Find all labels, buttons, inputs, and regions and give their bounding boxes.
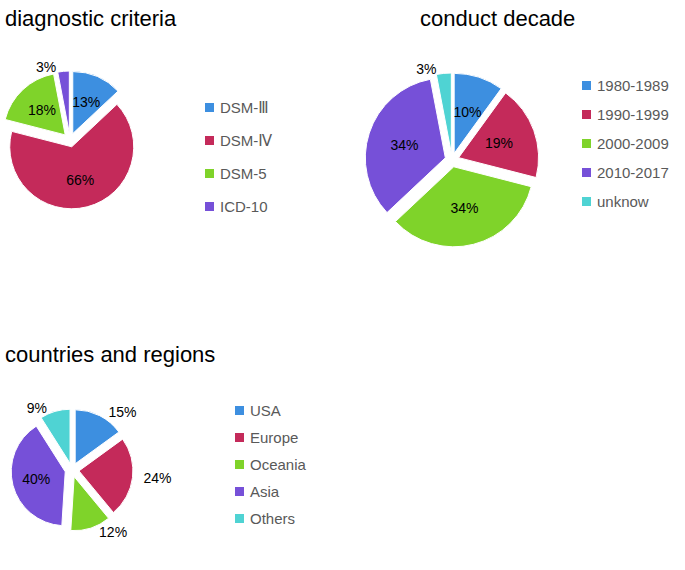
- svg-text:34%: 34%: [390, 137, 418, 153]
- svg-text:3%: 3%: [36, 59, 56, 75]
- svg-text:18%: 18%: [28, 102, 56, 118]
- svg-text:12%: 12%: [99, 524, 127, 540]
- svg-text:3%: 3%: [416, 61, 436, 77]
- svg-text:10%: 10%: [453, 104, 481, 120]
- svg-text:Asia: Asia: [250, 483, 280, 500]
- svg-text:66%: 66%: [66, 172, 94, 188]
- svg-text:2010-2017: 2010-2017: [597, 164, 669, 181]
- svg-text:diagnostic criteria: diagnostic criteria: [5, 6, 177, 31]
- svg-text:DSM-Ⅲ: DSM-Ⅲ: [220, 99, 269, 116]
- svg-text:USA: USA: [250, 402, 281, 419]
- svg-text:Oceania: Oceania: [250, 456, 307, 473]
- svg-text:DSM-5: DSM-5: [220, 165, 267, 182]
- svg-text:conduct decade: conduct decade: [420, 6, 575, 31]
- svg-text:Europe: Europe: [250, 429, 298, 446]
- svg-text:13%: 13%: [72, 94, 100, 110]
- svg-text:1990-1999: 1990-1999: [597, 106, 669, 123]
- svg-text:DSM-Ⅳ: DSM-Ⅳ: [220, 132, 272, 149]
- svg-text:countries and regions: countries and regions: [5, 342, 215, 367]
- svg-text:40%: 40%: [22, 471, 50, 487]
- svg-text:34%: 34%: [450, 200, 478, 216]
- svg-text:2000-2009: 2000-2009: [597, 135, 669, 152]
- svg-text:24%: 24%: [143, 470, 171, 486]
- svg-text:19%: 19%: [485, 135, 513, 151]
- svg-text:15%: 15%: [109, 404, 137, 420]
- svg-text:ICD-10: ICD-10: [220, 198, 268, 215]
- svg-text:9%: 9%: [27, 400, 47, 416]
- svg-text:1980-1989: 1980-1989: [597, 77, 669, 94]
- svg-text:Others: Others: [250, 510, 295, 527]
- svg-text:unknow: unknow: [597, 193, 649, 210]
